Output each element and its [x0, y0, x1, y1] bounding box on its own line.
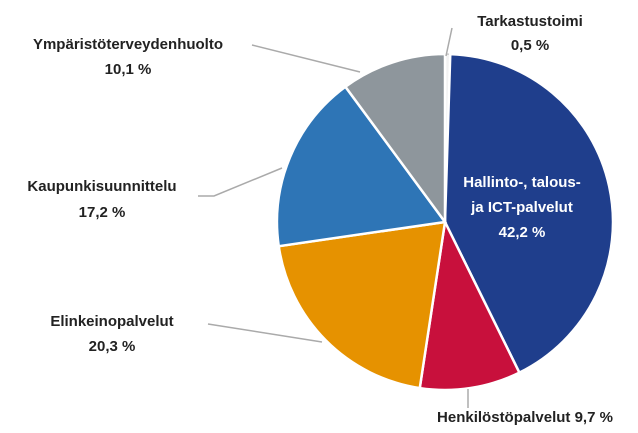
pie-slice [418, 217, 522, 392]
value-label: 0,5 % [511, 37, 549, 54]
pie-slice [275, 84, 448, 248]
value-label: 10,1 % [105, 61, 152, 78]
leader-line [198, 167, 283, 197]
value-label: 17,2 % [79, 204, 126, 221]
pie-slice [277, 220, 447, 390]
leader-line [251, 44, 361, 73]
category-label: Henkilöstöpalvelut [437, 409, 570, 426]
category-label: Tarkastustoimi [477, 13, 583, 30]
value-label: 20,3 % [89, 338, 136, 355]
category-label: Elinkeinopalvelut [50, 313, 173, 330]
pie-slice [443, 52, 615, 375]
value-label: 42,2 % [498, 224, 546, 241]
category-label: Kaupunkisuunnittelu [27, 178, 176, 195]
category-label: Henkilöstöpalvelut 9,7 % [437, 409, 613, 426]
leader-line [207, 323, 323, 343]
leader-line [445, 27, 453, 57]
category-label: Hallinto-, talous- ja ICT-palvelut [463, 174, 581, 216]
category-label: Ympäristöterveydenhuolto [33, 36, 223, 53]
value-label: 9,7 % [575, 409, 613, 426]
pie-slice [343, 52, 447, 226]
inside-label: Hallinto-, talous- ja ICT-palvelut 42,2 % [462, 170, 582, 245]
inside-label-text: Hallinto-, talous- ja ICT-palvelut 42,2 % [462, 170, 582, 245]
